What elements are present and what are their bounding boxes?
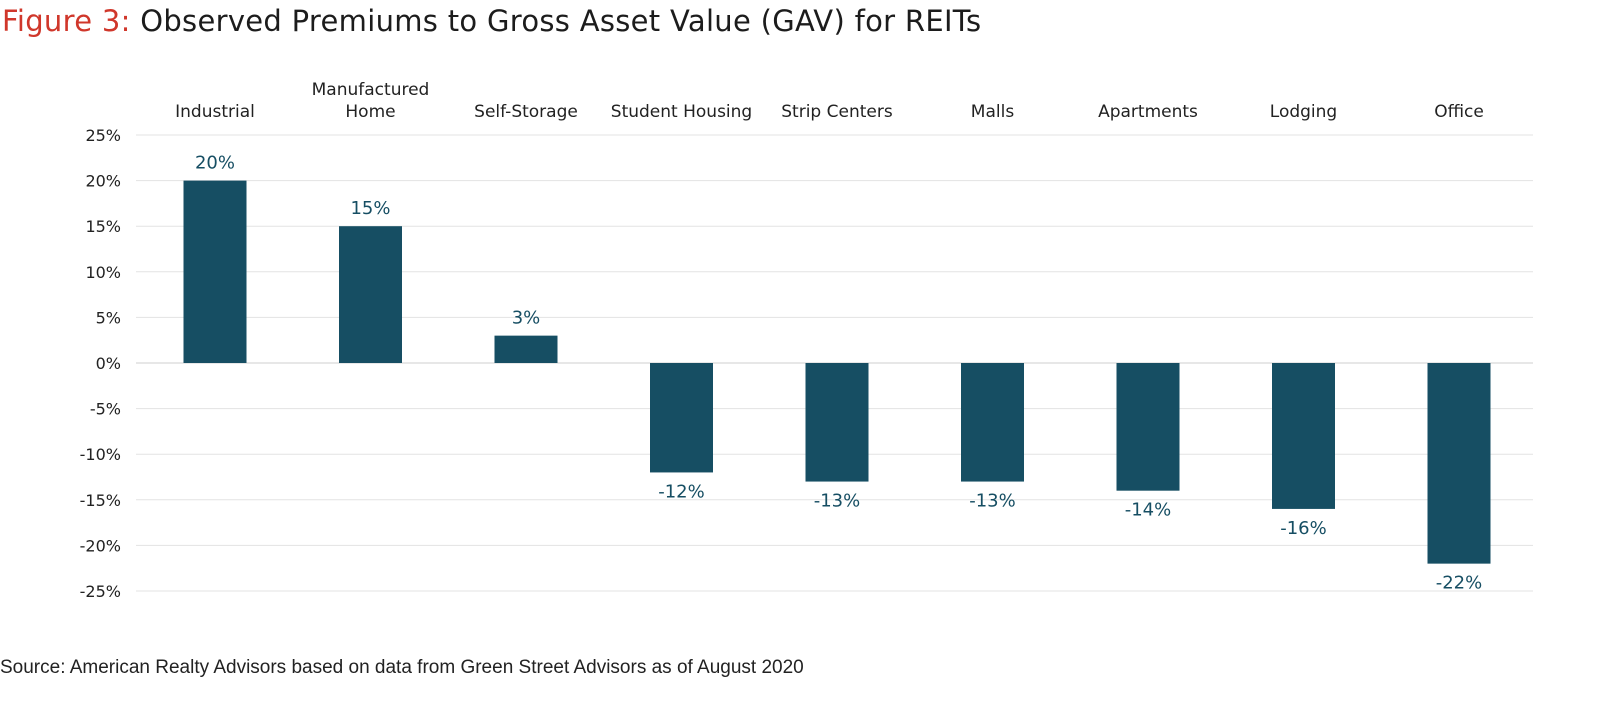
bars: [183, 180, 1491, 564]
bar: [961, 363, 1024, 482]
source-note: Source: American Realty Advisors based o…: [0, 657, 804, 678]
y-tick-label: 10%: [85, 263, 121, 282]
data-label: 3%: [512, 308, 541, 329]
category-labels: Industrial Manufactured Home Self-Storage St…: [175, 80, 1484, 122]
category-label: Lodging: [1270, 102, 1337, 122]
chart-title: Figure 3: Observed Premiums to Gross Ass…: [2, 4, 981, 38]
y-tick-label: -25%: [80, 582, 121, 601]
data-label: -22%: [1436, 573, 1483, 594]
bar: [650, 363, 713, 473]
y-tick-label: -15%: [80, 491, 121, 510]
bar: [1272, 363, 1335, 509]
y-tick-label: 25%: [85, 126, 121, 145]
bar: [1427, 363, 1491, 564]
category-label: Apartments: [1098, 102, 1198, 122]
data-label: -16%: [1280, 518, 1327, 539]
category-label-line: Strip Centers: [781, 102, 893, 122]
category-label: Student Housing: [611, 102, 752, 122]
data-label: 15%: [350, 198, 390, 219]
data-label: 20%: [195, 153, 235, 174]
category-label-line: Apartments: [1098, 102, 1198, 122]
category-label: Industrial: [175, 102, 255, 122]
category-label-line: Malls: [971, 102, 1015, 122]
data-label: -12%: [658, 481, 705, 502]
category-label: Office: [1434, 102, 1484, 122]
bar: [1116, 363, 1180, 491]
category-label: Self-Storage: [474, 102, 578, 122]
y-tick-label: 0%: [96, 354, 121, 373]
bar: [494, 335, 558, 363]
figure-title-text: Observed Premiums to Gross Asset Value (…: [140, 4, 982, 38]
category-label-line: Self-Storage: [474, 102, 578, 122]
bar-chart: 25% 20% 15% 10% 5% 0% -5% -10% -15% -20% -25% Indu…: [80, 80, 1533, 601]
y-tick-label: 5%: [96, 308, 121, 327]
y-tick-label: 15%: [85, 217, 121, 236]
data-label: -13%: [814, 491, 861, 512]
category-label-line: Lodging: [1270, 102, 1337, 122]
y-tick-label: 20%: [85, 172, 121, 191]
bar: [339, 226, 402, 363]
category-label-line: Industrial: [175, 102, 255, 122]
category-label-line: Manufactured: [312, 80, 430, 100]
bar: [183, 180, 247, 363]
y-tick-label: -5%: [90, 400, 121, 419]
bar: [805, 363, 869, 482]
category-label: Manufactured Home: [312, 80, 430, 122]
category-label-line: Home: [345, 102, 395, 122]
category-label: Malls: [971, 102, 1015, 122]
y-axis-tick-labels: 25% 20% 15% 10% 5% 0% -5% -10% -15% -20% -25%: [80, 126, 121, 601]
category-label-line: Office: [1434, 102, 1484, 122]
category-label-line: Student Housing: [611, 102, 752, 122]
y-tick-label: -20%: [80, 536, 121, 555]
y-tick-label: -10%: [80, 445, 121, 464]
data-labels: 20% 15% 3% -12% -13% -13% -14% -16% -22%: [195, 153, 1482, 594]
data-label: -14%: [1125, 500, 1172, 521]
figure-label: Figure 3:: [2, 4, 131, 38]
data-label: -13%: [969, 491, 1016, 512]
category-label: Strip Centers: [781, 102, 893, 122]
